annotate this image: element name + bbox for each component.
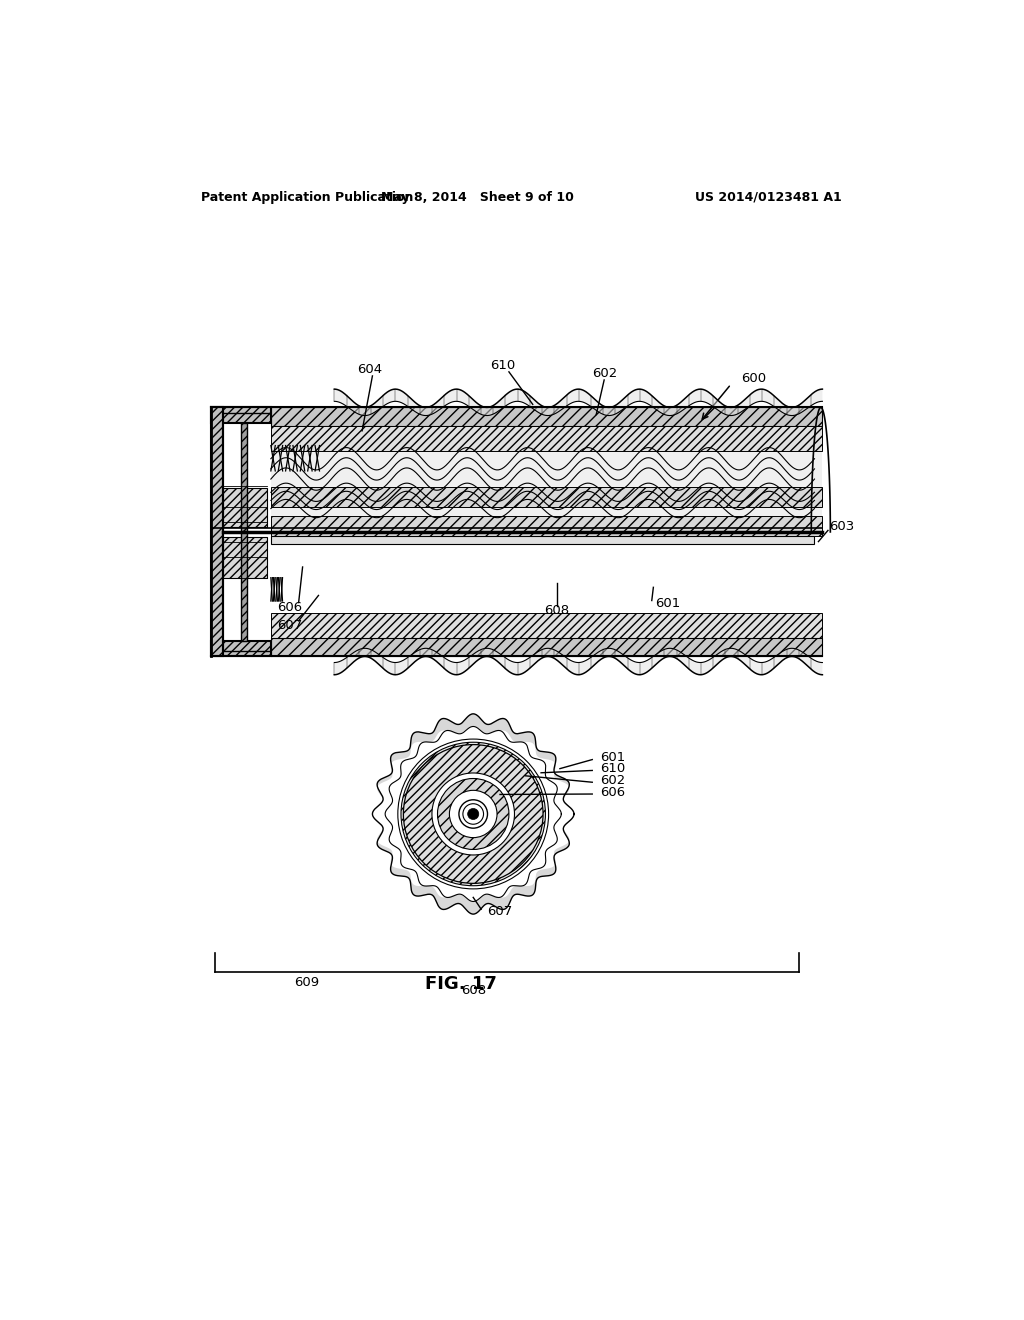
Bar [241, 422, 247, 642]
Text: US 2014/0123481 A1: US 2014/0123481 A1 [695, 190, 842, 203]
Text: Patent Application Publication: Patent Application Publication [201, 190, 414, 203]
Bar [270, 536, 814, 544]
Ellipse shape [403, 744, 543, 883]
Bar [270, 638, 822, 656]
Text: 609: 609 [294, 977, 319, 989]
Bar [211, 408, 223, 656]
Text: 604: 604 [357, 363, 383, 376]
Text: 603: 603 [829, 520, 855, 533]
Bar [223, 537, 267, 578]
Ellipse shape [459, 800, 487, 828]
Ellipse shape [401, 742, 546, 886]
Text: May 8, 2014   Sheet 9 of 10: May 8, 2014 Sheet 9 of 10 [381, 190, 573, 203]
Text: 600: 600 [740, 372, 766, 385]
Ellipse shape [432, 774, 514, 855]
Ellipse shape [468, 808, 479, 820]
Bar [270, 612, 822, 638]
Bar [223, 488, 267, 527]
Text: 602: 602 [592, 367, 617, 380]
Bar [211, 642, 270, 656]
Text: 610: 610 [489, 359, 515, 372]
Bar [270, 426, 822, 451]
Text: 602: 602 [600, 774, 626, 787]
Ellipse shape [450, 791, 497, 838]
Bar [270, 408, 822, 426]
Bar [270, 486, 822, 516]
Text: 607: 607 [487, 906, 513, 919]
Bar [270, 516, 822, 536]
Text: 607: 607 [278, 619, 302, 632]
Ellipse shape [397, 739, 549, 888]
Bar [270, 451, 822, 487]
Text: 606: 606 [278, 601, 302, 614]
Ellipse shape [463, 804, 483, 824]
Ellipse shape [437, 779, 509, 850]
Text: 610: 610 [600, 762, 626, 775]
Bar [211, 408, 270, 422]
Text: 601: 601 [655, 597, 680, 610]
Text: FIG. 17: FIG. 17 [425, 974, 498, 993]
Text: 606: 606 [600, 785, 626, 799]
Text: 608: 608 [461, 985, 485, 998]
Text: 601: 601 [600, 751, 626, 764]
Bar [270, 487, 822, 507]
Text: 608: 608 [544, 605, 569, 618]
